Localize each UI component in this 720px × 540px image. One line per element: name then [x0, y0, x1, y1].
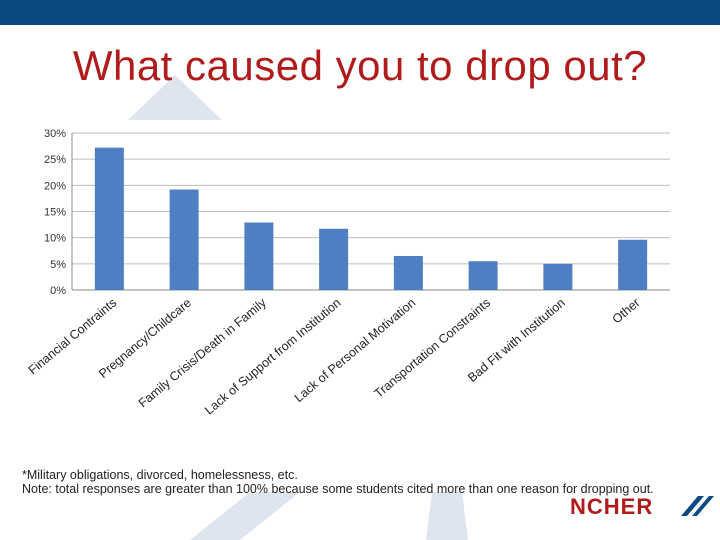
page-title: What caused you to drop out?: [72, 42, 648, 89]
footnote-military: *Military obligations, divorced, homeles…: [22, 468, 298, 482]
bar-4: [319, 228, 349, 290]
bar-6: [468, 261, 498, 290]
y-tick-label: 20%: [44, 180, 66, 192]
logo-slash-icon: [681, 496, 714, 516]
x-tick-label: Lack of Support from Institution: [202, 296, 344, 418]
bar-2: [169, 189, 199, 290]
logo-text: NCHER: [570, 494, 654, 519]
y-tick-label: 5%: [50, 259, 66, 271]
ncher-logo: NCHER: [566, 492, 714, 522]
y-tick-label: 30%: [44, 128, 66, 140]
y-tick-label: 15%: [44, 207, 66, 219]
footnote-total-responses: Note: total responses are greater than 1…: [22, 482, 654, 496]
x-tick-label: Family Crisis/Death in Family: [136, 295, 270, 410]
x-tick-label: Lack of Personal Motivation: [292, 296, 419, 405]
bar-7: [543, 263, 573, 290]
x-tick-label: Other: [610, 296, 643, 327]
y-tick-label: 0%: [50, 285, 66, 297]
bar-chart: 0%5%10%15%20%25%30%Financial ContraintsP…: [26, 128, 670, 418]
header-bar: [0, 0, 720, 25]
bar-8: [618, 239, 648, 290]
bar-1: [94, 147, 124, 290]
y-tick-label: 25%: [44, 154, 66, 166]
y-tick-label: 10%: [44, 233, 66, 245]
bar-5: [393, 255, 423, 290]
bar-3: [244, 222, 274, 290]
